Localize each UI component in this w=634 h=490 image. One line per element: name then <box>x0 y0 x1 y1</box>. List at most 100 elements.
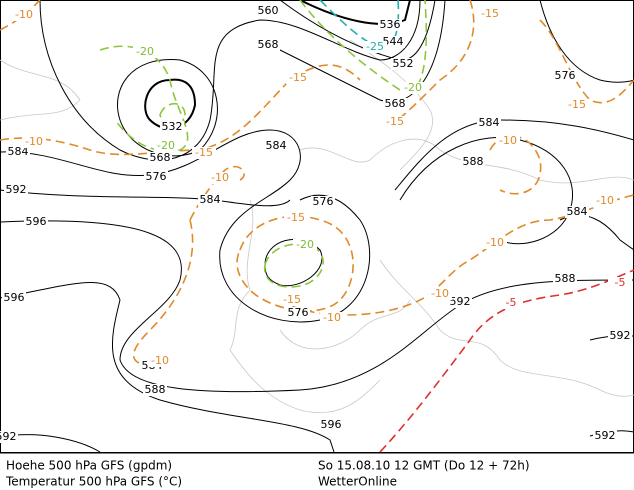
contour-label-bg <box>593 430 617 442</box>
contour-label-bg <box>133 46 157 58</box>
contour-label: -10 <box>499 134 517 147</box>
contour-label-bg <box>608 330 632 342</box>
contour-label: 536 <box>380 18 401 31</box>
contour-label-bg <box>496 135 520 147</box>
contour-label-bg <box>320 312 344 324</box>
contour-label-bg <box>192 147 216 159</box>
contour-label-bg <box>148 152 172 164</box>
contour-label-bg <box>2 292 26 304</box>
contour-label: 596 <box>26 215 47 228</box>
coastlines <box>0 39 634 414</box>
contour-label-bg <box>378 19 402 31</box>
contour-label: -10 <box>151 354 169 367</box>
contour-label-bg <box>198 194 222 206</box>
contour-label-bg <box>284 212 308 224</box>
contour-label: 584 <box>200 193 221 206</box>
temp-minus-20 <box>99 45 189 152</box>
contour-label: -10 <box>25 135 43 148</box>
contour-label: 568 <box>258 38 279 51</box>
contour-label-bg <box>311 196 335 208</box>
contour-label-bg <box>148 355 172 367</box>
contour-label-bg <box>383 98 407 110</box>
contour-label: -10 <box>596 194 614 207</box>
contour-label: 592 <box>610 329 631 342</box>
contour-label-bg <box>264 140 288 152</box>
contour-label-bg <box>144 171 168 183</box>
contour-label-bg <box>477 117 501 129</box>
contour-label-bg <box>553 273 577 285</box>
contour-label-bg <box>4 184 28 196</box>
contour-label: -15 <box>289 71 307 84</box>
contour-label: -20 <box>136 45 154 58</box>
contour-label-bg <box>593 195 617 207</box>
contour-label-bg <box>401 82 425 94</box>
contour-label: 544 <box>383 35 404 48</box>
contour-label: 596 <box>321 418 342 431</box>
contour-label-bg <box>286 307 310 319</box>
contour-label: -15 <box>287 211 305 224</box>
contour-label-bg <box>6 146 30 158</box>
contour-label-bg <box>256 39 280 51</box>
contour-label: -20 <box>296 238 314 251</box>
contour-label-bg <box>461 156 485 168</box>
contour-label-bg <box>483 237 507 249</box>
contour-label-bg <box>256 5 280 17</box>
contour-label: -20 <box>157 139 175 152</box>
contour-label-bg <box>160 121 184 133</box>
contour-label: -15 <box>481 7 499 20</box>
contour-label-bg <box>208 172 232 184</box>
footer-date: So 15.08.10 12 GMT (Do 12 + 72h) <box>318 459 530 473</box>
contour-label: -15 <box>195 146 213 159</box>
contour-label-bg <box>478 8 502 20</box>
contour-label: 576 <box>146 170 167 183</box>
contour-label-bg <box>553 70 577 82</box>
contour-label-bg <box>24 216 48 228</box>
contour-label: -10 <box>15 8 33 21</box>
contour-label-bg <box>448 296 472 308</box>
contour-label-bg <box>280 294 304 306</box>
contour-label: 592 <box>595 429 616 442</box>
contour-label: 552 <box>393 57 414 70</box>
contour-label-bg <box>0 431 18 443</box>
contour-label: -25 <box>366 40 384 53</box>
contour-label: 584 <box>8 145 29 158</box>
contour-label: 568 <box>150 151 171 164</box>
contour-label-bg <box>565 206 589 218</box>
contour-label: 592 <box>450 295 471 308</box>
contour-label: 584 <box>567 205 588 218</box>
temp-minus-20-north <box>299 0 428 93</box>
map-frame <box>0 0 634 453</box>
contour-label-bg <box>391 58 415 70</box>
temp-minus-20-low <box>264 243 324 288</box>
contour-label: 576 <box>555 69 576 82</box>
contour-label: 588 <box>555 272 576 285</box>
contour-label-bg <box>293 239 317 251</box>
contour-label-bg <box>12 9 36 21</box>
contour-label: -10 <box>431 287 449 300</box>
contour-label-bg <box>383 116 407 128</box>
contour-label-bg <box>608 277 632 289</box>
contour-label: 568 <box>385 97 406 110</box>
contour-label: -15 <box>283 293 301 306</box>
contour-label: 592 <box>6 183 27 196</box>
contour-label: 584 <box>479 116 500 129</box>
contour-label: -15 <box>386 115 404 128</box>
contour-label-bg <box>154 140 178 152</box>
contour-label-bg <box>565 99 589 111</box>
footer-temp-label: Temperatur 500 hPa GFS (°C) <box>5 475 182 489</box>
contour-label: -5 <box>506 296 517 309</box>
contour-label-bg <box>286 72 310 84</box>
footer-height-label: Hoehe 500 hPa GFS (gpdm) <box>6 459 172 473</box>
contour-label-bg <box>363 41 387 53</box>
contour-label: 596 <box>4 291 25 304</box>
contour-label: 584 <box>266 139 287 152</box>
contour-label: 532 <box>162 120 183 133</box>
contour-label: 576 <box>288 306 309 319</box>
contour-label: 588 <box>463 155 484 168</box>
contour-label: 560 <box>258 4 279 17</box>
contour-label: -10 <box>211 171 229 184</box>
contour-label-bg <box>143 384 167 396</box>
contour-label-bg <box>22 136 46 148</box>
